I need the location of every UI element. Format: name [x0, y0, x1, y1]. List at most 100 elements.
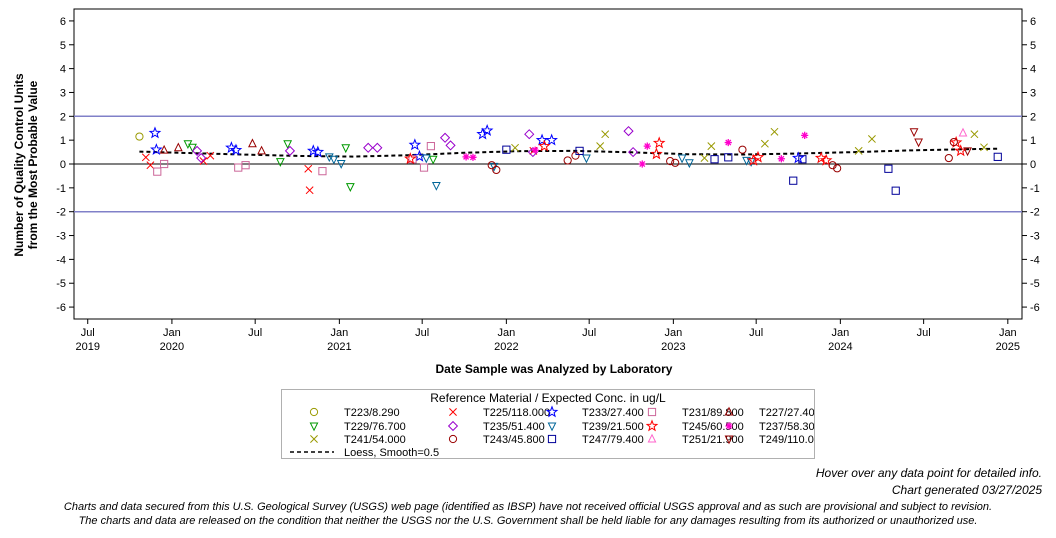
data-point[interactable] [403, 152, 417, 165]
data-point[interactable] [345, 183, 355, 192]
data-point[interactable] [684, 159, 694, 169]
data-point[interactable] [819, 153, 833, 166]
data-point[interactable] [575, 146, 584, 155]
data-point[interactable] [141, 153, 150, 162]
data-point[interactable] [710, 155, 719, 164]
data-point[interactable] [502, 145, 511, 154]
data-point[interactable] [419, 163, 429, 172]
data-point[interactable] [949, 137, 958, 147]
data-point[interactable] [623, 125, 634, 137]
data-point[interactable] [234, 163, 243, 172]
data-point[interactable] [970, 130, 979, 139]
data-point[interactable] [248, 138, 257, 148]
data-point[interactable] [884, 164, 893, 173]
data-point[interactable] [535, 133, 549, 146]
data-point[interactable] [160, 159, 169, 169]
data-point[interactable] [958, 127, 968, 137]
data-point[interactable] [524, 129, 535, 140]
data-point[interactable] [867, 135, 876, 143]
data-point[interactable] [439, 132, 451, 143]
data-point[interactable] [751, 150, 765, 163]
data-point[interactable] [993, 152, 1002, 161]
data-point[interactable] [671, 158, 680, 167]
data-point[interactable] [476, 127, 489, 140]
data-point[interactable] [909, 128, 919, 138]
data-point[interactable] [487, 161, 496, 170]
data-point[interactable] [284, 145, 296, 156]
data-point[interactable] [148, 126, 162, 139]
data-point[interactable] [408, 138, 422, 151]
data-point[interactable] [336, 160, 346, 169]
data-point[interactable] [229, 143, 243, 156]
data-point[interactable] [421, 154, 431, 164]
data-point[interactable] [571, 151, 580, 160]
data-point[interactable] [489, 162, 499, 172]
data-point[interactable] [707, 142, 716, 151]
data-point[interactable] [627, 146, 639, 158]
data-point[interactable] [814, 151, 828, 164]
data-point[interactable] [199, 157, 208, 166]
data-point[interactable] [146, 161, 155, 170]
data-point[interactable] [462, 153, 470, 161]
data-point[interactable] [363, 142, 374, 153]
data-point[interactable] [372, 142, 383, 153]
data-point[interactable] [891, 186, 900, 195]
data-point[interactable] [677, 154, 687, 164]
data-point[interactable] [341, 144, 351, 154]
data-point[interactable] [159, 144, 169, 154]
data-point[interactable] [963, 147, 972, 157]
data-point[interactable] [135, 132, 144, 141]
data-point[interactable] [789, 176, 798, 185]
data-point[interactable] [305, 186, 314, 195]
data-point[interactable] [738, 145, 747, 154]
data-point[interactable] [492, 165, 501, 175]
data-point[interactable] [431, 181, 441, 191]
data-point[interactable] [545, 133, 558, 146]
data-point[interactable] [531, 146, 539, 154]
data-point[interactable] [563, 156, 572, 165]
data-point[interactable] [777, 155, 785, 163]
data-point[interactable] [428, 155, 438, 165]
data-point[interactable] [173, 142, 183, 152]
data-points[interactable] [135, 124, 1002, 195]
data-point[interactable] [241, 161, 250, 170]
data-point[interactable] [724, 138, 732, 147]
data-point[interactable] [188, 143, 197, 153]
data-point[interactable] [770, 127, 779, 136]
data-point[interactable] [601, 130, 610, 139]
data-point[interactable] [596, 142, 605, 151]
data-point[interactable] [954, 144, 967, 157]
data-point[interactable] [469, 153, 477, 161]
data-point[interactable] [318, 167, 327, 176]
data-point[interactable] [833, 164, 842, 173]
data-point[interactable] [153, 167, 162, 176]
data-point[interactable] [643, 142, 651, 150]
data-point[interactable] [724, 153, 733, 162]
data-point[interactable] [666, 157, 675, 166]
data-point[interactable] [760, 139, 769, 148]
data-point[interactable] [538, 139, 551, 152]
data-point[interactable] [191, 145, 203, 156]
data-point[interactable] [854, 146, 863, 155]
data-point[interactable] [511, 143, 520, 152]
data-point[interactable] [257, 145, 266, 155]
data-point[interactable] [426, 142, 435, 151]
data-point[interactable] [206, 151, 215, 160]
data-point[interactable] [638, 160, 646, 168]
data-point[interactable] [798, 155, 807, 164]
data-point[interactable] [914, 138, 924, 148]
data-point[interactable] [700, 154, 709, 162]
data-point[interactable] [329, 155, 339, 165]
data-point[interactable] [944, 153, 953, 163]
data-point[interactable] [311, 145, 325, 158]
data-point[interactable] [480, 124, 494, 136]
data-point[interactable] [283, 140, 293, 150]
data-point[interactable] [196, 152, 207, 164]
data-point[interactable] [275, 158, 285, 167]
data-point[interactable] [980, 143, 988, 152]
data-point[interactable] [747, 153, 760, 166]
data-point[interactable] [791, 151, 805, 164]
data-point[interactable] [801, 131, 809, 139]
data-point[interactable] [304, 164, 313, 173]
data-point[interactable] [652, 136, 666, 149]
